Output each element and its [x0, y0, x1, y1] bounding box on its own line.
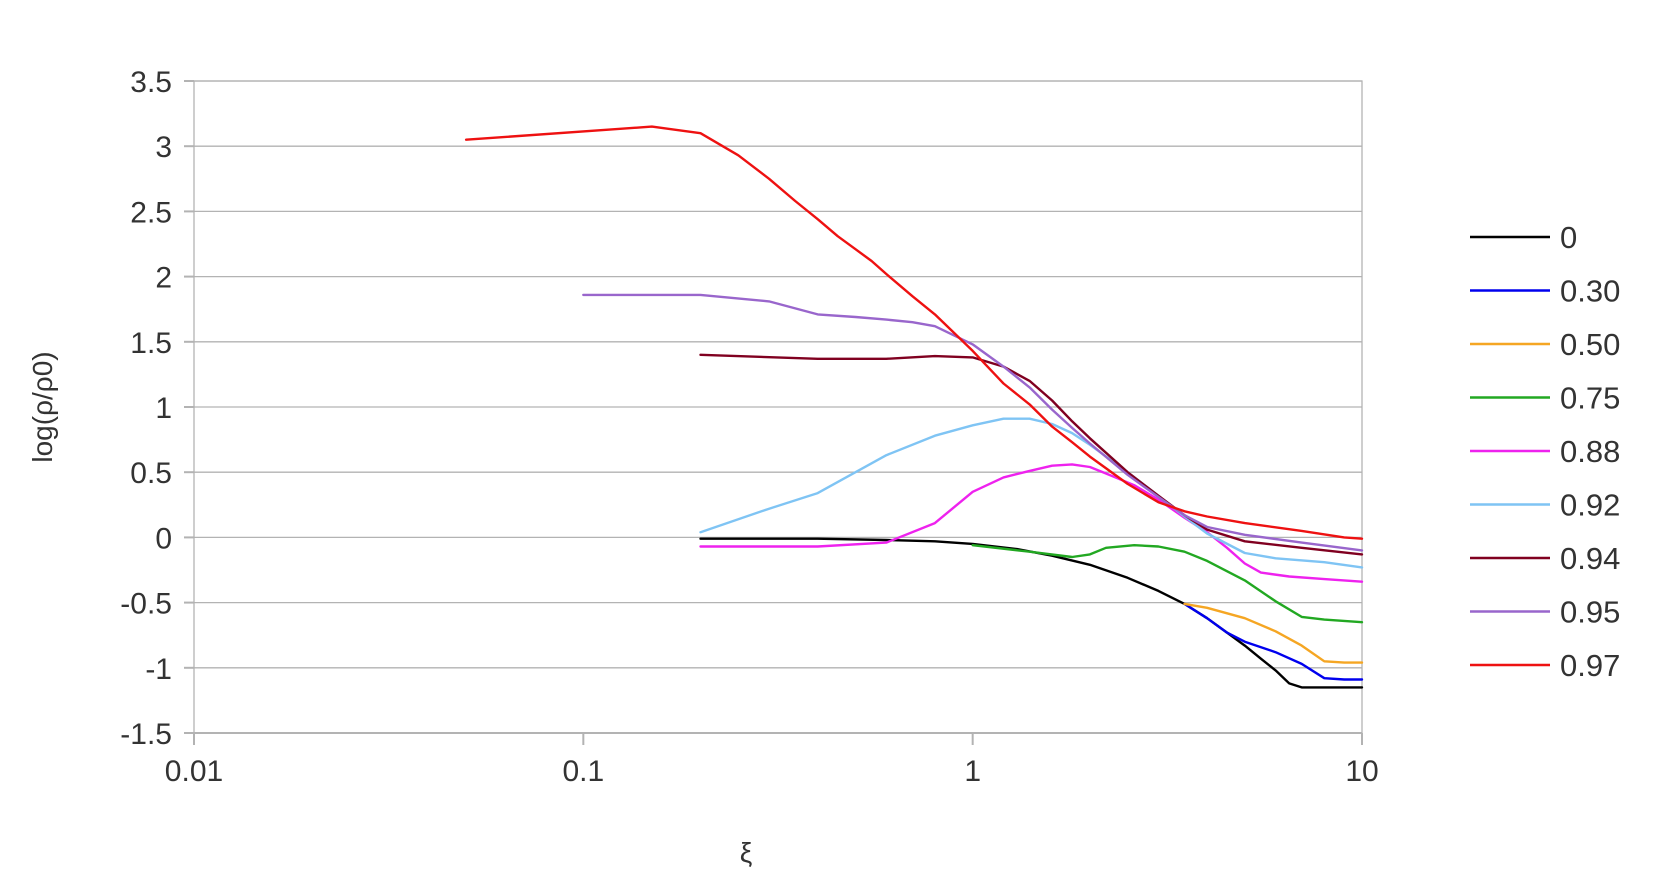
y-tick-label: 1 — [155, 392, 172, 425]
legend-label: 0.92 — [1560, 488, 1620, 523]
y-tick-label: 3.5 — [130, 66, 172, 99]
legend-label: 0.30 — [1560, 274, 1620, 309]
gridlines — [194, 80, 1362, 734]
series-line-0-94 — [699, 353, 1364, 556]
y-tick-label: 1.5 — [130, 327, 172, 360]
legend-label: 0.50 — [1560, 327, 1620, 362]
x-axis-title: ξ — [740, 837, 753, 868]
y-tick-label: 3 — [155, 131, 172, 164]
series-line-0-30 — [1183, 602, 1364, 681]
x-tick-label: 0.1 — [562, 755, 604, 788]
y-tick-label: 2.5 — [130, 196, 172, 229]
y-axis-title: log(ρ/ρ0) — [27, 351, 58, 462]
series-line-0-97 — [464, 125, 1364, 540]
legend-label: 0.75 — [1560, 381, 1620, 416]
y-tick-label: 2 — [155, 262, 172, 295]
x-tick-label: 10 — [1345, 755, 1378, 788]
legend-label: 0.88 — [1560, 434, 1620, 469]
series-line-0-75 — [971, 544, 1364, 624]
y-tick-label: 0 — [155, 522, 172, 555]
series-line-0-95 — [582, 293, 1364, 552]
y-tick-label: 0.5 — [130, 457, 172, 490]
y-tick-label: -1.5 — [120, 718, 172, 751]
legend-label: 0.95 — [1560, 595, 1620, 630]
series-lines — [464, 125, 1364, 689]
x-tick-label: 0.01 — [165, 755, 223, 788]
legend-label: 0.97 — [1560, 648, 1620, 683]
legend-label: 0.94 — [1560, 541, 1620, 576]
x-axis-ticks: 0.01 0.1 1 10 — [165, 732, 1379, 788]
series-line-0-50 — [1183, 602, 1364, 664]
series-line-0 — [699, 537, 1364, 689]
x-tick-label: 1 — [964, 755, 981, 788]
y-tick-label: -0.5 — [120, 588, 172, 621]
y-tick-label: -1 — [145, 653, 172, 686]
y-axis-ticks: 3.5 3 2.5 2 1.5 1 0.5 0 -0.5 -1 -1.5 — [120, 66, 194, 751]
series-line-0-92 — [699, 417, 1364, 569]
series-line-0-88 — [699, 463, 1364, 583]
legend: 0 0.30 0.50 0.75 0.88 0.92 0.94 0.95 0.97 — [1470, 220, 1620, 683]
legend-label: 0 — [1560, 220, 1577, 255]
